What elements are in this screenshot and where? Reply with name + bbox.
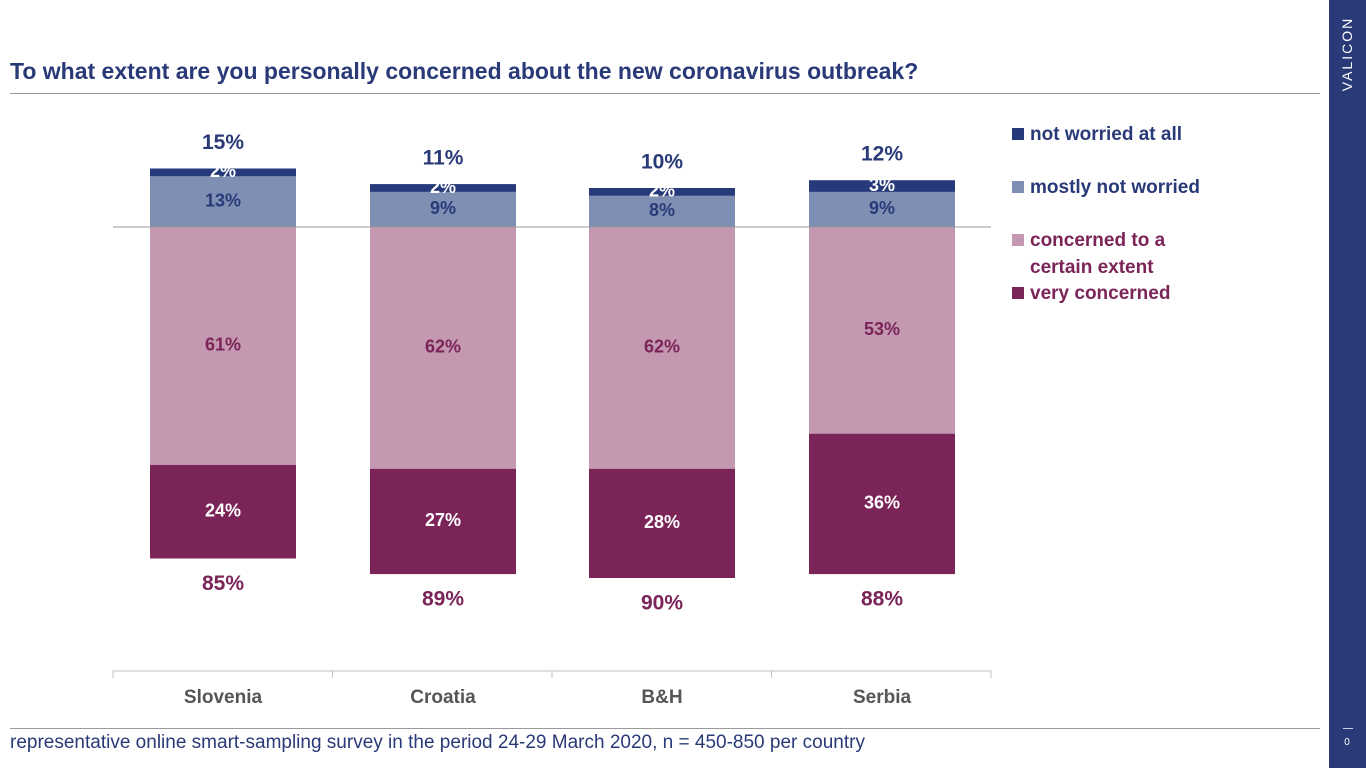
- data-label-mostly-not-worried-3: 9%: [869, 198, 895, 218]
- page-number: 0: [1344, 737, 1350, 748]
- data-label-not-worried-0: 2%: [210, 161, 236, 181]
- data-label-very-concerned-2: 28%: [644, 512, 680, 532]
- x-tick-label-2: B&H: [641, 687, 682, 708]
- data-label-concerned-2: 62%: [644, 337, 680, 357]
- bar-segment-very-concerned-3: [809, 433, 955, 575]
- data-label-very-concerned-0: 24%: [205, 500, 241, 520]
- legend-label: concerned to a certain extent: [1030, 230, 1166, 278]
- bar-segment-very-concerned-2: [589, 468, 735, 578]
- page-number-divider: [1343, 728, 1353, 729]
- footer-divider: [10, 728, 1320, 729]
- total-not-worried-label-1: 11%: [423, 147, 464, 170]
- bar-segment-not-worried-0: [150, 168, 296, 177]
- brand-logo-text: VALICON: [1339, 16, 1355, 92]
- legend-swatch: [1012, 128, 1024, 140]
- x-tick-label-3: Serbia: [853, 687, 912, 708]
- legend-swatch: [1012, 234, 1024, 246]
- legend-item-not-worried-at-all: not worried at all: [1012, 121, 1232, 174]
- legend-item-very-concerned: very concerned: [1012, 280, 1232, 333]
- legend-item-concerned-to-certain-extent: concerned to a certain extent: [1012, 227, 1232, 280]
- total-concerned-label-0: 85%: [202, 572, 244, 595]
- bar-segment-concerned-0: [150, 227, 296, 465]
- brand-sidebar: [1329, 0, 1366, 768]
- total-concerned-label-3: 88%: [861, 588, 903, 611]
- bar-segment-not-worried-3: [809, 180, 955, 192]
- data-label-mostly-not-worried-2: 8%: [649, 200, 675, 220]
- title-divider: [10, 93, 1320, 94]
- data-label-very-concerned-3: 36%: [864, 493, 900, 513]
- data-label-mostly-not-worried-0: 13%: [205, 190, 241, 210]
- total-concerned-label-2: 90%: [641, 592, 683, 615]
- legend-swatch: [1012, 181, 1024, 193]
- data-label-not-worried-3: 3%: [869, 175, 895, 195]
- legend-label: very concerned: [1030, 283, 1171, 304]
- data-label-concerned-1: 62%: [425, 337, 461, 357]
- legend-label: mostly not worried: [1030, 177, 1200, 198]
- x-tick-label-1: Croatia: [410, 687, 476, 708]
- bar-segment-concerned-1: [370, 227, 516, 469]
- data-label-not-worried-1: 2%: [430, 177, 456, 197]
- legend-label: not worried at all: [1030, 124, 1183, 145]
- bar-segment-mostly-not-worried-1: [370, 191, 516, 227]
- bar-segment-very-concerned-0: [150, 464, 296, 559]
- bar-segment-mostly-not-worried-3: [809, 191, 955, 227]
- bar-segment-mostly-not-worried-2: [589, 195, 735, 227]
- bar-segment-very-concerned-1: [370, 468, 516, 575]
- total-not-worried-label-3: 12%: [861, 143, 903, 166]
- total-not-worried-label-0: 15%: [202, 131, 244, 154]
- data-label-mostly-not-worried-1: 9%: [430, 198, 456, 218]
- data-label-not-worried-2: 2%: [649, 181, 675, 201]
- stacked-bar-chart: 61%24%85%13%2%15%Slovenia62%27%89%9%2%11…: [112, 131, 992, 708]
- legend-swatch: [1012, 287, 1024, 299]
- footnote: representative online smart-sampling sur…: [10, 732, 865, 753]
- chart-legend: not worried at all mostly not worried co…: [1012, 121, 1232, 333]
- data-label-concerned-3: 53%: [864, 319, 900, 339]
- chart-title: To what extent are you personally concer…: [10, 58, 919, 84]
- bar-segment-concerned-2: [589, 227, 735, 469]
- bar-segment-not-worried-2: [589, 188, 735, 196]
- total-concerned-label-1: 89%: [422, 588, 464, 611]
- bar-segment-not-worried-1: [370, 184, 516, 192]
- x-tick-label-0: Slovenia: [184, 687, 263, 708]
- data-label-concerned-0: 61%: [205, 335, 241, 355]
- total-not-worried-label-2: 10%: [641, 151, 683, 174]
- bar-segment-concerned-3: [809, 227, 955, 434]
- legend-item-mostly-not-worried: mostly not worried: [1012, 174, 1232, 227]
- bar-segment-mostly-not-worried-0: [150, 176, 296, 227]
- data-label-very-concerned-1: 27%: [425, 510, 461, 530]
